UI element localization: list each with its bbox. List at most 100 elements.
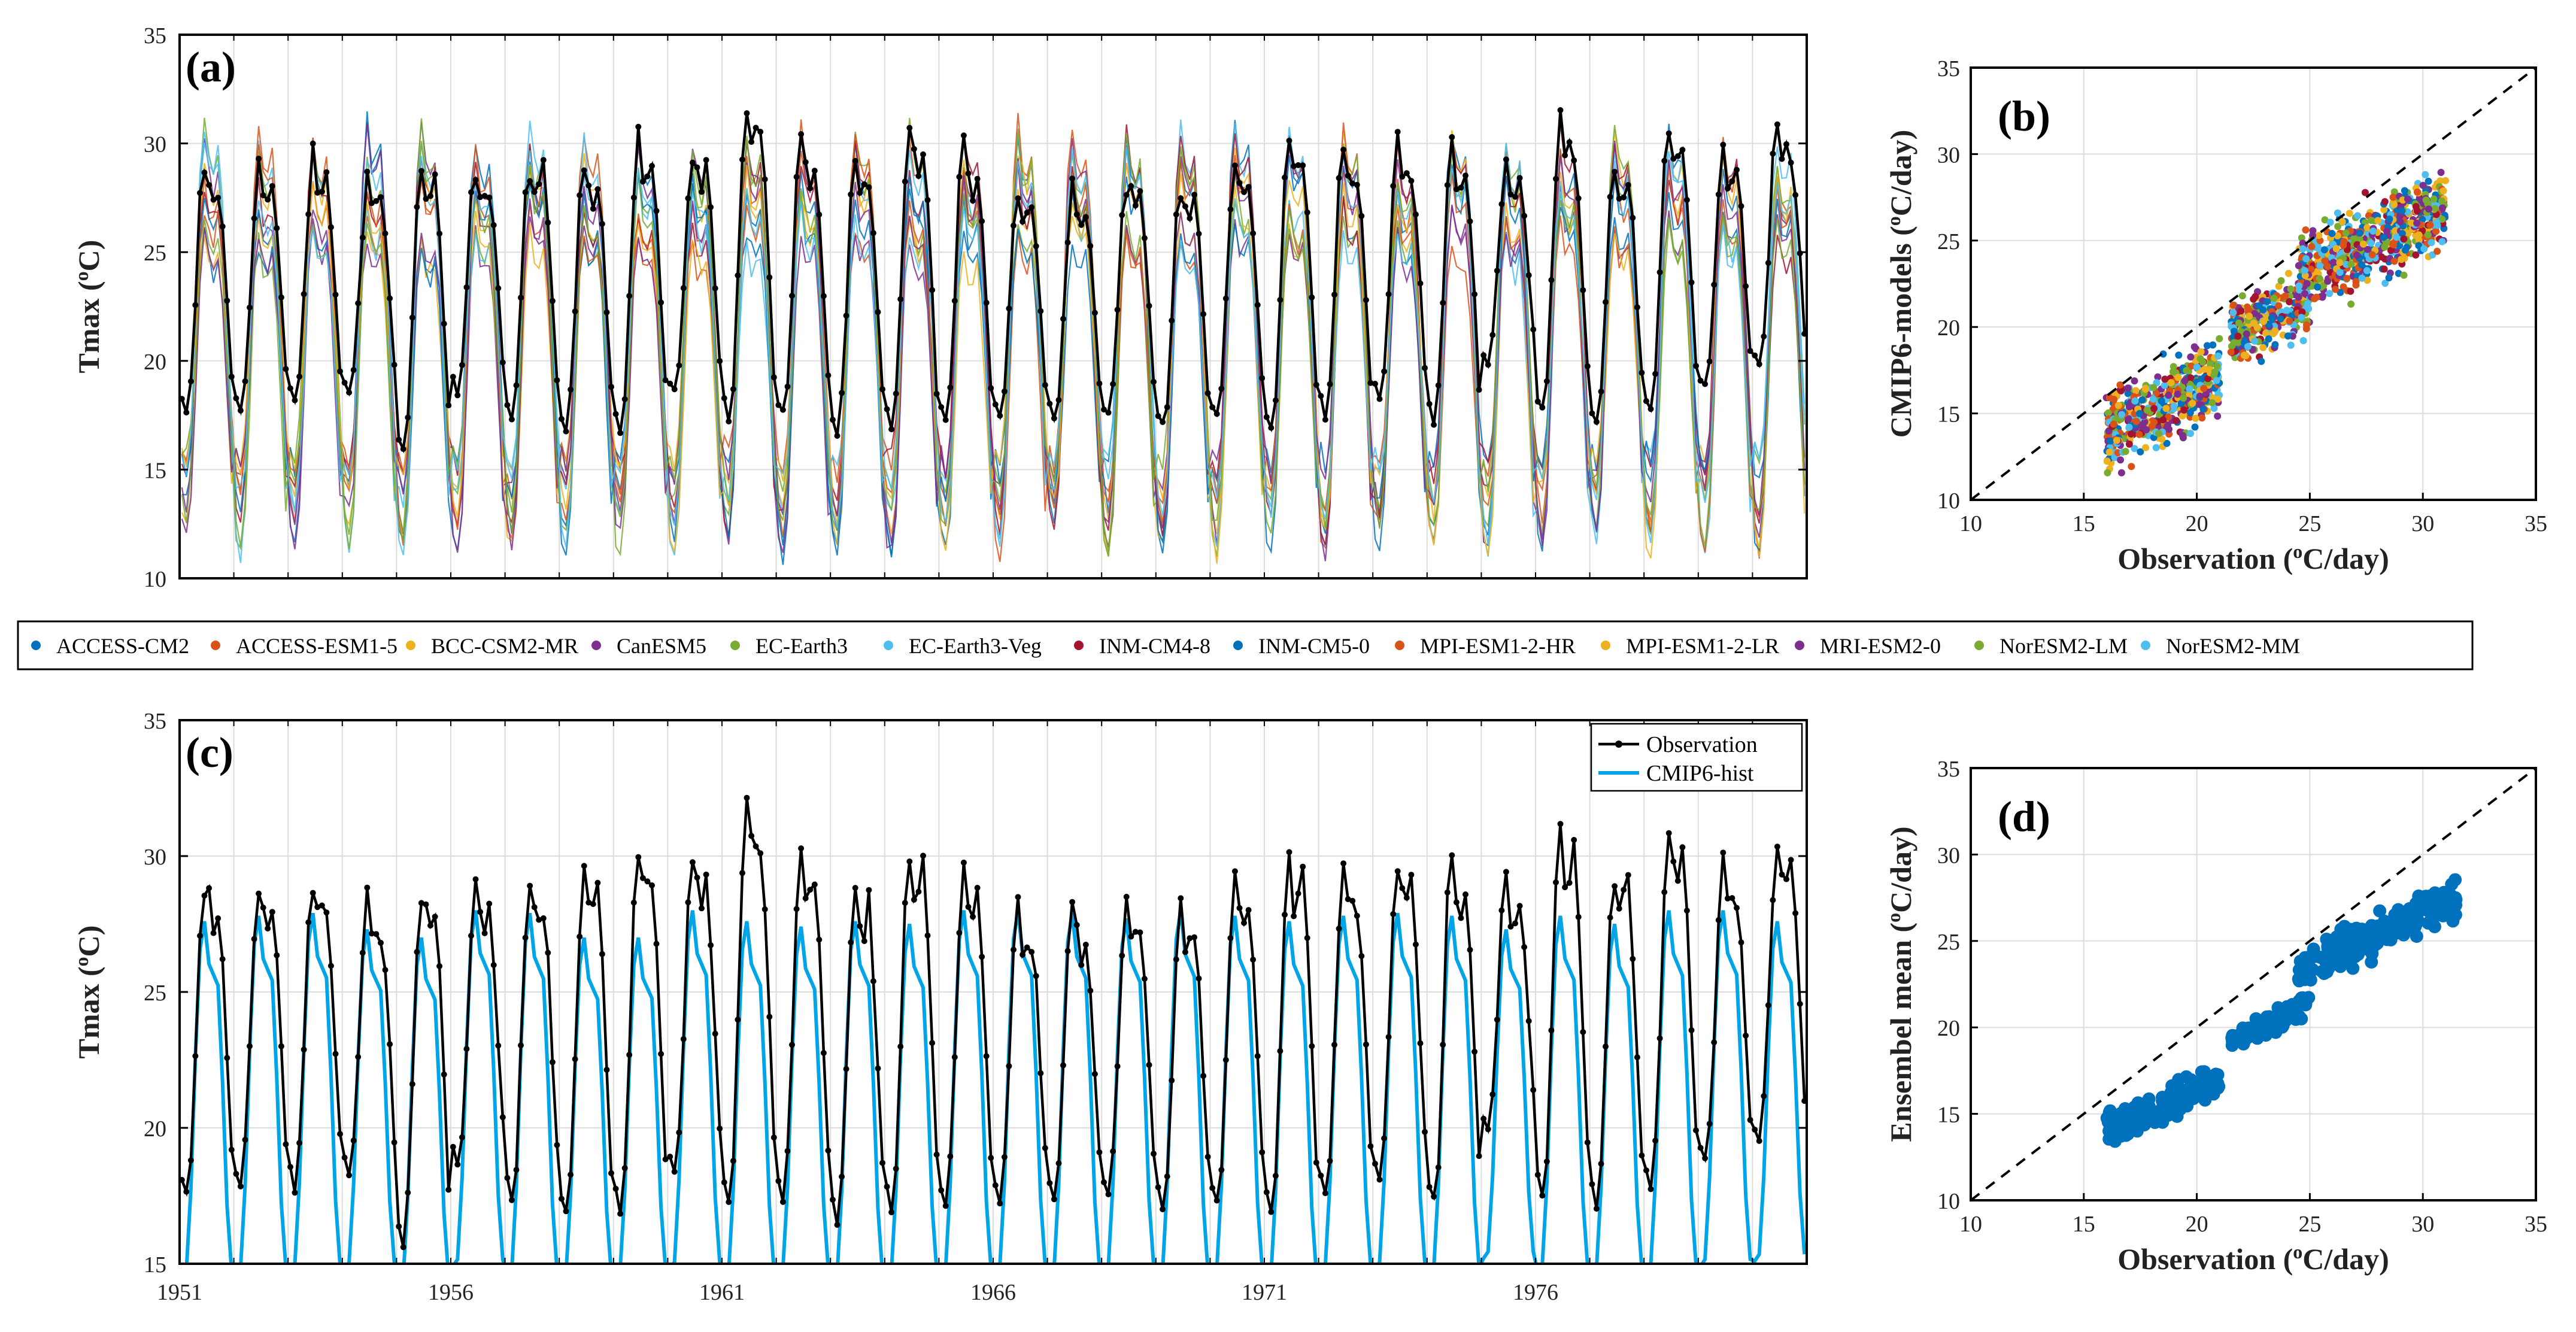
scatter-point	[2363, 245, 2371, 253]
observation-point	[400, 1244, 406, 1251]
observation-point	[766, 274, 773, 281]
scatter-point	[2347, 301, 2355, 308]
observation-point	[1557, 821, 1564, 827]
observation-point	[301, 291, 307, 298]
observation-point	[662, 1156, 669, 1163]
observation-point	[1449, 852, 1455, 858]
observation-point	[1254, 302, 1261, 308]
legend-label-INM-CM5-0: INM-CM5-0	[1258, 634, 1370, 658]
observation-point	[1241, 189, 1247, 195]
scatter-point	[2288, 1005, 2302, 1018]
scatter-point	[2111, 1124, 2124, 1137]
observation-point	[1064, 948, 1071, 954]
y-axis-label: Tmax (oC)	[71, 926, 105, 1059]
observation-point	[1051, 1196, 1057, 1203]
observation-point	[450, 374, 456, 380]
scatter-point	[2320, 246, 2328, 254]
panel-label: (d)	[1998, 793, 2050, 841]
observation-point	[1575, 195, 1582, 202]
observation-point	[577, 933, 583, 940]
scatter-point	[2400, 271, 2408, 279]
observation-point	[1046, 1180, 1053, 1187]
observation-point	[1525, 1018, 1532, 1024]
observation-point	[355, 1054, 362, 1060]
panel-c-timeseries-ensemble: 15 20 25 30 35 1951 1956 1961 1966 1971 1976 Tmax (…	[71, 709, 1808, 1305]
observation-point	[1082, 214, 1089, 220]
scatter-point	[2422, 171, 2429, 178]
scatter-point	[2124, 384, 2132, 392]
observation-point	[499, 1114, 506, 1121]
scatter-point	[2143, 406, 2151, 414]
observation-point	[1069, 899, 1076, 905]
legend-label-NorESM2-LM: NorESM2-LM	[1999, 634, 2128, 658]
scatter-point	[2131, 397, 2139, 405]
observation-point	[192, 302, 199, 308]
observation-point	[1304, 209, 1310, 216]
observation-point	[1752, 1127, 1758, 1133]
legend-marker-ACCESS-CM2	[31, 641, 41, 650]
observation-point	[1105, 1191, 1112, 1197]
observation-point	[477, 909, 484, 915]
observation-point	[1788, 857, 1794, 863]
observation-point	[1082, 942, 1089, 948]
scatter-point	[2128, 463, 2135, 471]
scatter-point	[2326, 219, 2334, 226]
observation-point	[1191, 934, 1197, 940]
scatter-point	[2356, 229, 2363, 237]
observation-point	[405, 414, 411, 421]
observation-point	[761, 906, 768, 912]
observation-point	[712, 1030, 718, 1037]
observation-point	[721, 1179, 727, 1185]
observation-point	[1327, 1158, 1333, 1164]
observation-point	[224, 1055, 230, 1061]
observation-point	[490, 962, 497, 968]
scatter-point	[2198, 1065, 2211, 1079]
observation-point	[1670, 156, 1677, 162]
scatter-point	[2363, 267, 2371, 274]
scatter-point	[2268, 314, 2275, 322]
scatter-point	[2315, 232, 2323, 239]
observation-point	[201, 169, 208, 176]
observation-point	[1146, 1061, 1152, 1068]
observation-point	[292, 397, 298, 403]
observation-point	[459, 1134, 465, 1140]
observation-point	[1665, 130, 1672, 136]
x-tick-label: 20	[2186, 511, 2208, 536]
observation-point	[1354, 181, 1360, 188]
scatter-point	[2415, 236, 2423, 244]
observation-point	[1553, 879, 1559, 885]
observation-point	[1747, 1116, 1753, 1123]
observation-point	[1688, 279, 1695, 286]
observation-point	[1263, 414, 1270, 420]
observation-point	[486, 900, 493, 907]
y-tick-label: 20	[1937, 1016, 1960, 1041]
model-series-MPI-ESM1-2-LR	[181, 144, 1806, 564]
observation-point	[1001, 388, 1008, 395]
observation-point	[332, 1051, 339, 1057]
scatter-point	[2324, 277, 2332, 285]
observation-point	[531, 904, 538, 911]
scatter-point	[2303, 280, 2311, 287]
observation-point	[1110, 381, 1116, 387]
observation-point	[518, 1042, 524, 1049]
scatter-point	[2295, 282, 2303, 290]
scatter-point	[2354, 212, 2362, 220]
scatter-point	[2438, 238, 2446, 245]
observation-point	[689, 859, 696, 866]
observation-point	[852, 885, 858, 891]
observation-point	[951, 298, 958, 304]
observation-point	[1512, 193, 1518, 200]
scatter-point	[2380, 265, 2388, 273]
observation-point	[1516, 903, 1523, 909]
observation-point	[1245, 907, 1252, 914]
scatter-point	[2214, 352, 2222, 360]
observation-point	[327, 224, 334, 230]
scatter-point	[2326, 290, 2334, 298]
legend-label-EC-Earth3: EC-Earth3	[755, 634, 848, 658]
observation-point	[260, 905, 266, 911]
observation-point	[1534, 398, 1541, 405]
observation-point	[1715, 917, 1722, 923]
observation-point	[585, 182, 592, 189]
scatter-point	[2426, 222, 2434, 229]
scatter-point	[2309, 232, 2317, 239]
